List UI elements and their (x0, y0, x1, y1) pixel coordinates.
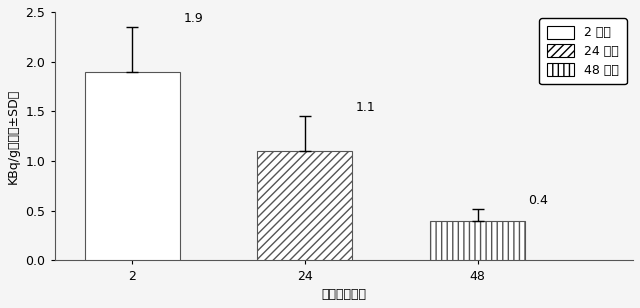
Bar (430, 221, 525, 261)
Text: 1.1: 1.1 (356, 101, 376, 114)
X-axis label: 時間（時間）: 時間（時間） (321, 288, 366, 301)
Text: 1.9: 1.9 (183, 12, 203, 25)
Bar (257, 151, 353, 261)
Text: 0.4: 0.4 (529, 194, 548, 207)
Bar (84, 71, 180, 261)
Legend: 2 時間, 24 時間, 48 時間: 2 時間, 24 時間, 48 時間 (540, 18, 627, 84)
Y-axis label: KBq/g（平均±SD）: KBq/g（平均±SD） (7, 89, 20, 184)
